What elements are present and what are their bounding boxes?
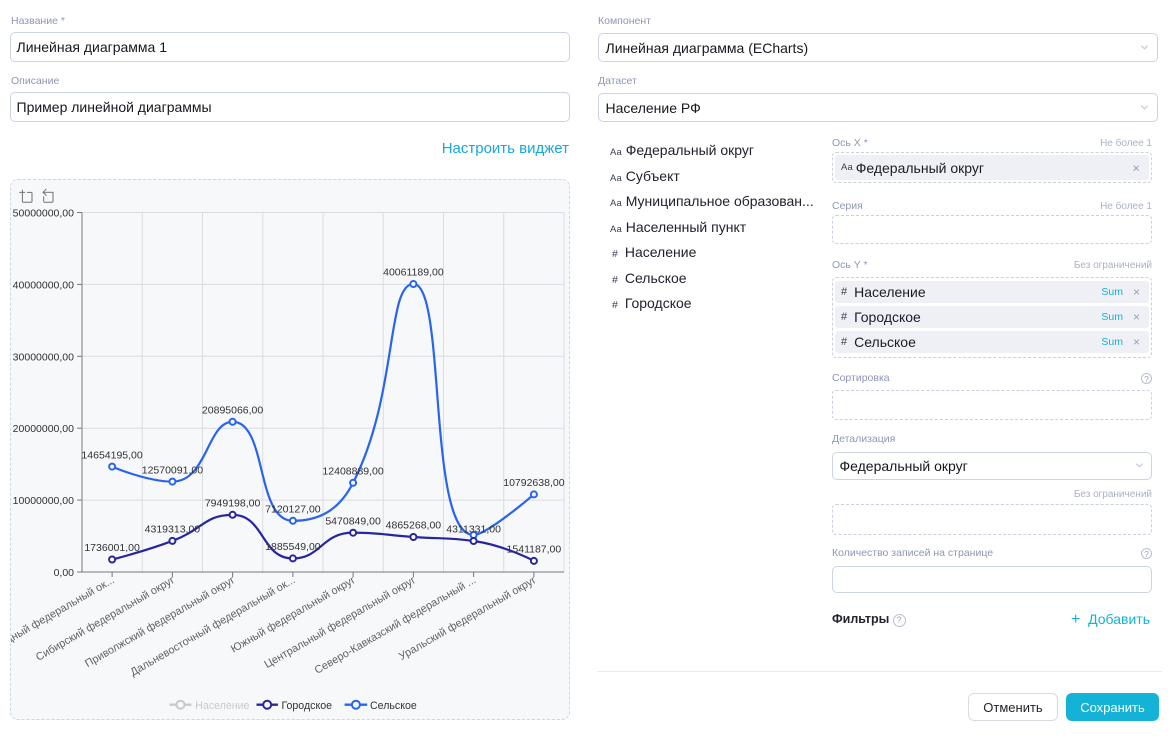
svg-text:Городское: Городское: [282, 700, 333, 712]
svg-text:7949198,00: 7949198,00: [205, 498, 261, 510]
svg-text:5470849,00: 5470849,00: [325, 515, 381, 527]
svg-text:10000000,00: 10000000,00: [13, 495, 74, 507]
svg-text:40000000,00: 40000000,00: [13, 279, 74, 291]
svg-text:12408889,00: 12408889,00: [322, 466, 383, 478]
svg-text:Сельское: Сельское: [370, 700, 417, 712]
svg-text:20895066,00: 20895066,00: [202, 405, 263, 417]
svg-text:14654195,00: 14654195,00: [81, 449, 142, 461]
svg-text:1885549,00: 1885549,00: [265, 541, 321, 553]
svg-text:4319313,00: 4319313,00: [145, 524, 201, 536]
svg-text:1736001,00: 1736001,00: [84, 542, 140, 554]
svg-text:50000000,00: 50000000,00: [13, 208, 74, 220]
svg-text:20000000,00: 20000000,00: [13, 423, 74, 435]
svg-text:7120127,00: 7120127,00: [265, 504, 321, 516]
svg-text:10792638,00: 10792638,00: [503, 477, 564, 489]
svg-text:Население: Население: [195, 700, 249, 712]
svg-text:40061189,00: 40061189,00: [383, 267, 444, 279]
svg-text:0,00: 0,00: [54, 567, 75, 579]
svg-text:1541187,00: 1541187,00: [507, 544, 562, 556]
svg-text:4865268,00: 4865268,00: [386, 520, 442, 532]
svg-text:12570091,00: 12570091,00: [142, 464, 203, 476]
svg-text:4311331,00: 4311331,00: [446, 524, 501, 536]
svg-text:30000000,00: 30000000,00: [13, 351, 74, 363]
